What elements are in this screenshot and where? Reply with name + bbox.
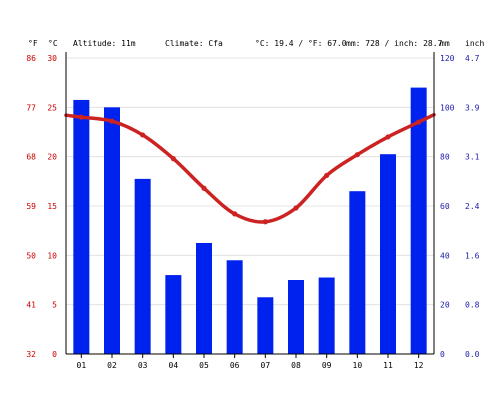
temperature-point — [78, 114, 84, 120]
celsius-tick-label: 25 — [47, 103, 57, 112]
temperature-point — [293, 205, 299, 211]
fahrenheit-tick-label: 68 — [26, 153, 36, 162]
precipitation-bar — [288, 280, 304, 354]
precipitation-summary: mm: 728 / inch: 28.7 — [346, 39, 443, 48]
fahrenheit-tick-label: 59 — [26, 202, 36, 211]
temperature-point — [170, 156, 176, 162]
precipitation-bar — [318, 277, 335, 354]
precipitation-bar — [196, 243, 212, 354]
temperature-line — [64, 112, 436, 224]
month-tick-label: 01 — [77, 361, 87, 370]
temperature-series — [64, 112, 436, 225]
temperature-point — [201, 185, 207, 191]
altitude-label: Altitude: 11m — [73, 39, 136, 48]
precipitation-bar — [226, 260, 243, 354]
month-tick-label: 08 — [291, 361, 301, 370]
month-tick-label: 04 — [169, 361, 179, 370]
celsius-tick-label: 0 — [52, 350, 57, 359]
millimeter-tick-label: 0 — [440, 350, 445, 359]
precipitation-bar — [73, 99, 90, 354]
precipitation-bar — [257, 297, 274, 354]
inch-tick-label: 0.0 — [465, 350, 480, 359]
temperature-point — [354, 152, 360, 158]
temperature-summary: °C: 19.4 / °F: 67.0 — [255, 39, 347, 48]
month-tick-label: 11 — [383, 361, 393, 370]
month-tick-label: 02 — [107, 361, 117, 370]
celsius-unit-label: °C — [48, 39, 58, 48]
temperature-point — [385, 134, 391, 140]
celsius-tick-label: 15 — [47, 202, 57, 211]
temperature-point — [140, 132, 146, 138]
temperature-point — [109, 118, 115, 124]
fahrenheit-tick-label: 50 — [26, 251, 36, 260]
month-tick-label: 12 — [414, 361, 424, 370]
month-tick-label: 03 — [138, 361, 148, 370]
precipitation-bar — [165, 275, 182, 354]
precipitation-bar — [134, 178, 151, 354]
celsius-tick-label: 20 — [47, 153, 57, 162]
month-tick-label: 09 — [322, 361, 332, 370]
chart-header: °F °C Altitude: 11m Climate: Cfa °C: 19.… — [28, 39, 484, 48]
climate-label: Climate: Cfa — [165, 39, 223, 48]
inch-tick-label: 2.4 — [465, 202, 480, 211]
temperature-point — [416, 119, 422, 125]
fahrenheit-tick-label: 41 — [26, 301, 36, 310]
temperature-point — [232, 211, 238, 217]
inch-tick-label: 1.6 — [465, 251, 480, 260]
fahrenheit-tick-label: 86 — [26, 54, 36, 63]
millimeter-unit-label: mm — [440, 39, 450, 48]
celsius-tick-label: 30 — [47, 54, 57, 63]
fahrenheit-tick-label: 32 — [26, 350, 36, 359]
precipitation-bar — [380, 154, 396, 354]
inch-tick-label: 3.1 — [465, 153, 480, 162]
millimeter-tick-label: 40 — [440, 251, 450, 260]
month-tick-label: 10 — [353, 361, 363, 370]
millimeter-tick-label: 60 — [440, 202, 450, 211]
celsius-tick-label: 10 — [47, 251, 57, 260]
precipitation-bar — [104, 107, 120, 354]
inch-tick-label: 0.8 — [465, 301, 480, 310]
millimeter-tick-label: 80 — [440, 153, 450, 162]
celsius-tick-label: 5 — [52, 301, 57, 310]
temperature-point — [262, 219, 268, 225]
fahrenheit-tick-label: 77 — [26, 103, 36, 112]
grid-lines — [66, 57, 434, 306]
precipitation-bar — [410, 87, 427, 354]
month-tick-label: 07 — [261, 361, 271, 370]
millimeter-tick-label: 120 — [440, 54, 455, 63]
month-tick-label: 06 — [230, 361, 240, 370]
millimeter-tick-label: 100 — [440, 103, 455, 112]
inch-unit-label: inch — [465, 39, 484, 48]
temperature-point — [324, 172, 330, 179]
inch-tick-label: 4.7 — [465, 54, 480, 63]
fahrenheit-unit-label: °F — [28, 39, 38, 48]
month-tick-label: 05 — [199, 361, 209, 370]
precipitation-bar — [349, 191, 366, 354]
tick-labels: 32 0 0 0.0 41 5 20 0.8 50 10 40 1.6 59 15 60 2.4 68 20 80 3… — [26, 54, 479, 370]
inch-tick-label: 3.9 — [465, 103, 480, 112]
millimeter-tick-label: 20 — [440, 301, 450, 310]
chart-axes — [65, 52, 435, 358]
precipitation-bars — [73, 87, 427, 354]
